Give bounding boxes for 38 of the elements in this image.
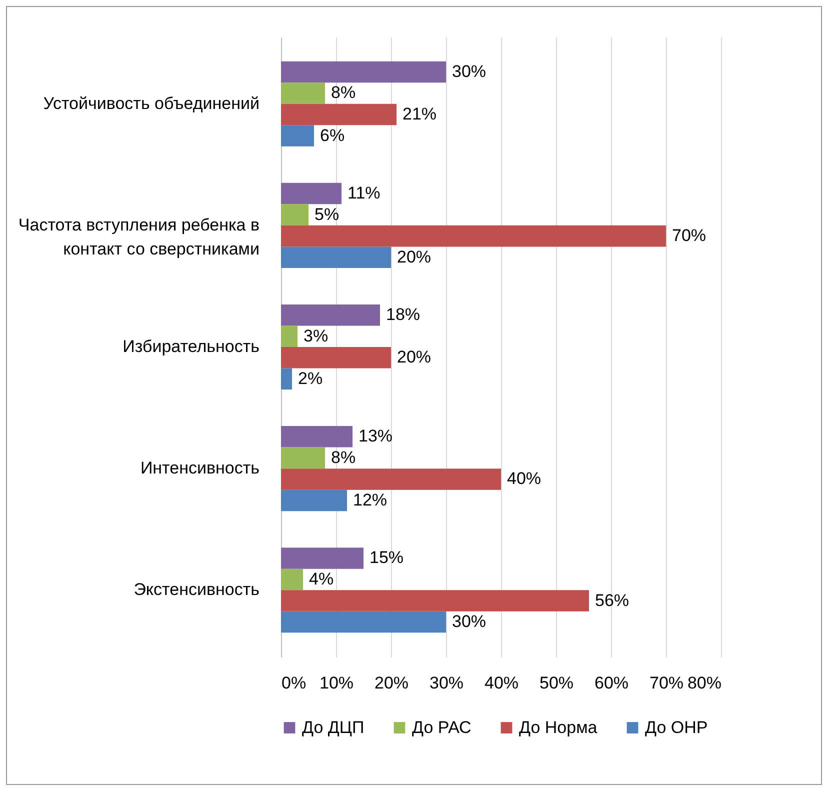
data-label: 30%: [452, 62, 486, 81]
data-label: 15%: [370, 548, 404, 568]
x-tick-label: 40%: [484, 674, 519, 692]
data-label: 3%: [304, 326, 328, 346]
data-label: 8%: [331, 83, 356, 102]
x-tick-label: 60%: [594, 674, 629, 692]
data-label: 4%: [309, 570, 334, 588]
x-tick-label: 30%: [429, 674, 464, 692]
legend-label: До РАС: [412, 718, 472, 737]
data-label: 5%: [314, 204, 340, 224]
x-tick-label: 20%: [374, 674, 409, 692]
data-label: 18%: [386, 305, 420, 324]
x-tick-label: 50%: [539, 674, 574, 692]
x-tick-label: 80%: [687, 674, 722, 692]
y-tick-label: Избирательность: [122, 337, 260, 356]
data-label: 40%: [507, 469, 542, 488]
x-tick-label: 70%: [649, 674, 684, 692]
data-label: 20%: [397, 247, 432, 266]
data-label: 12%: [353, 490, 388, 510]
data-label: 30%: [452, 612, 486, 632]
data-label: 56%: [595, 590, 630, 610]
data-label: 20%: [397, 348, 432, 367]
data-label: 11%: [348, 184, 380, 203]
y-tick-label: Экстенсивность: [134, 580, 260, 600]
data-label: 8%: [331, 448, 356, 467]
data-label: 2%: [298, 368, 323, 388]
legend-label: До ДЦП: [302, 718, 364, 737]
data-label: 6%: [320, 126, 345, 145]
x-tick-label: 10%: [319, 674, 354, 692]
data-label: 70%: [672, 226, 706, 246]
legend-label: До Норма: [519, 718, 598, 737]
y-tick-label: Интенсивность: [140, 458, 260, 478]
x-tick-label: 0%: [282, 674, 306, 692]
legend-label: До ОНР: [645, 718, 708, 737]
y-tick-label: Устойчивость объединений: [43, 94, 260, 113]
data-label: 21%: [402, 104, 437, 124]
y-tick-label: Частота вступления ребенка в контакт со сверстниками: [18, 215, 260, 258]
data-label: 13%: [358, 426, 393, 446]
